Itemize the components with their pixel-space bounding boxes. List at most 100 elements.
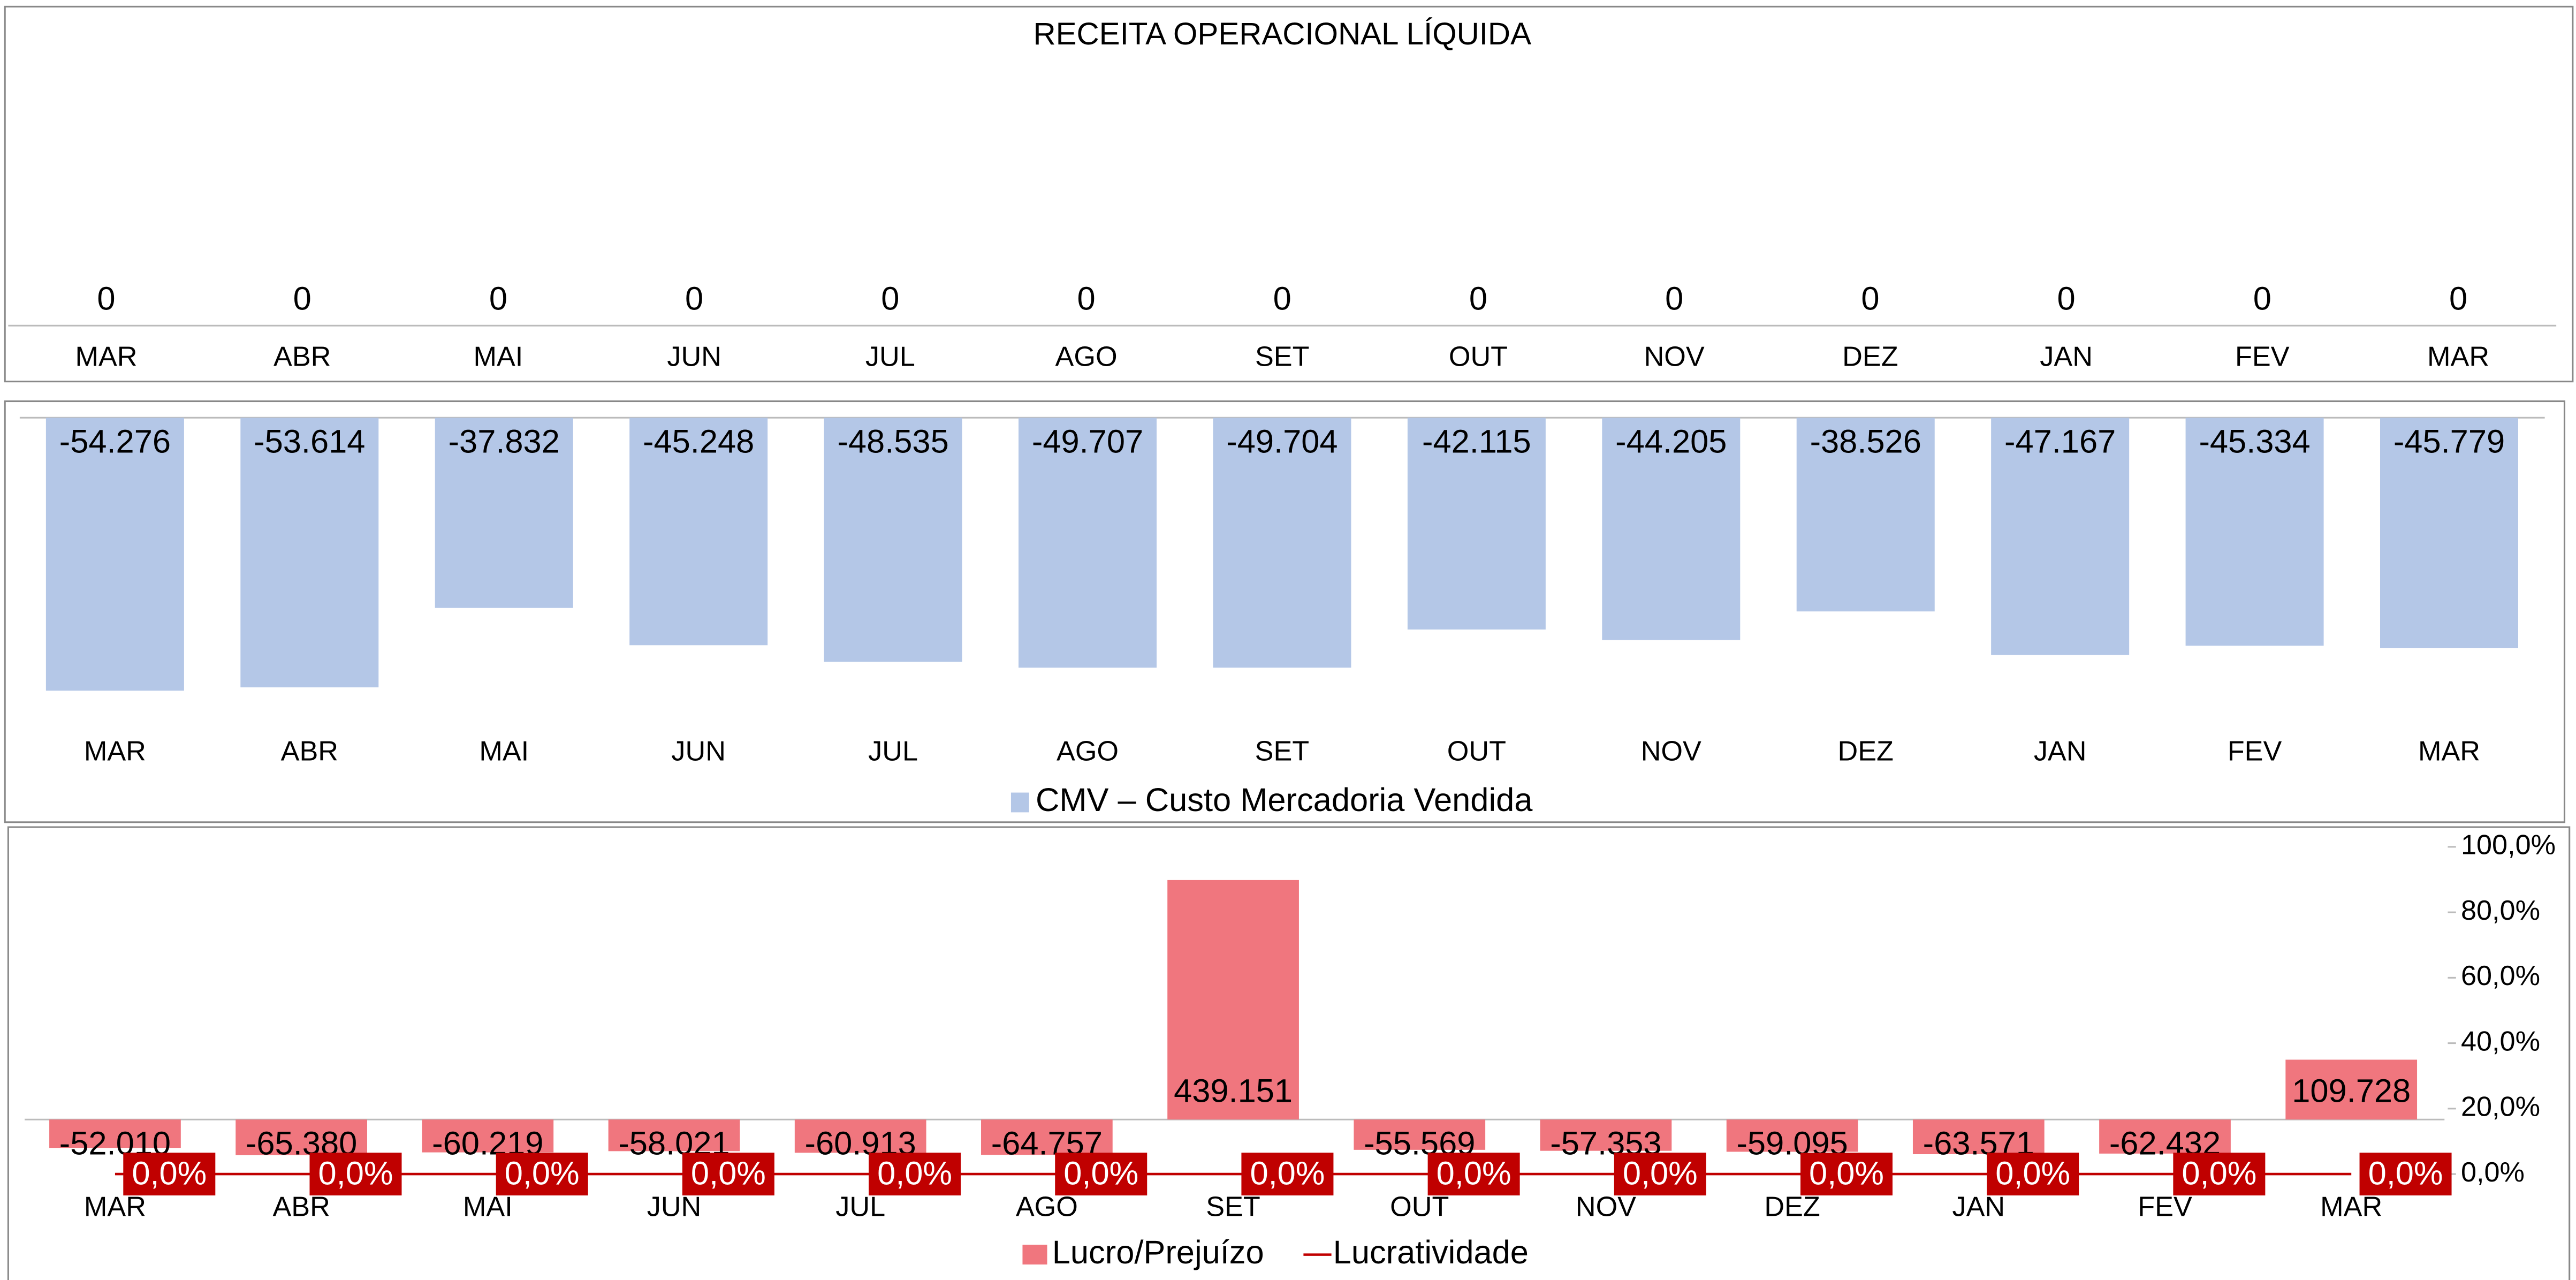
- value-label: 109.728: [2292, 1072, 2411, 1109]
- x-tick-label: MAI: [463, 1191, 513, 1222]
- x-tick-label: NOV: [1576, 1191, 1636, 1222]
- x-tick-label: JUL: [868, 736, 918, 767]
- value-label: 0: [685, 280, 703, 317]
- x-tick-label: OUT: [1447, 736, 1506, 767]
- value-label: -38.526: [1810, 423, 1921, 460]
- y2-tick-label: 20,0%: [2461, 1092, 2540, 1123]
- value-label: 0: [1861, 280, 1879, 317]
- x-tick-label: FEV: [2235, 341, 2290, 372]
- y2-tick-label: 40,0%: [2461, 1026, 2540, 1057]
- value-label: 0: [1665, 280, 1683, 317]
- x-tick-label: JAN: [2034, 736, 2087, 767]
- bar: [1167, 880, 1299, 1120]
- value-label: 0: [1077, 280, 1095, 317]
- value-label: 0,0%: [132, 1155, 207, 1192]
- x-tick-label: AGO: [1057, 736, 1119, 767]
- x-tick-label: MAR: [2320, 1191, 2382, 1222]
- value-label: 0,0%: [877, 1155, 952, 1192]
- bar: [1354, 1119, 1486, 1150]
- x-tick-label: MAI: [473, 341, 523, 372]
- value-label: 0,0%: [1250, 1155, 1325, 1192]
- x-tick-label: OUT: [1449, 341, 1508, 372]
- bar: [1019, 418, 1157, 668]
- value-label-box: [1427, 1153, 1520, 1196]
- bar: [2380, 418, 2519, 648]
- value-label-box: [2173, 1153, 2266, 1196]
- bar: [45, 418, 184, 691]
- value-label: -47.167: [2004, 423, 2116, 460]
- x-tick-label: JUN: [667, 341, 721, 372]
- value-label: 0,0%: [505, 1155, 580, 1192]
- bar: [2185, 418, 2324, 646]
- value-label: 0: [1469, 280, 1487, 317]
- value-label: -54.276: [59, 423, 171, 460]
- value-label: 0: [2253, 280, 2271, 317]
- value-label: -37.832: [449, 423, 560, 460]
- value-label: 0,0%: [691, 1155, 766, 1192]
- legend-label: Lucro/Prejuízo: [1052, 1234, 1264, 1271]
- value-label: 0: [1273, 280, 1291, 317]
- bar: [422, 1119, 554, 1153]
- x-tick-label: SET: [1255, 736, 1310, 767]
- value-label: 0,0%: [1063, 1155, 1138, 1192]
- bar: [1602, 418, 1741, 640]
- value-label-box: [123, 1153, 216, 1196]
- x-tick-label: NOV: [1641, 736, 1701, 767]
- value-label: 0: [489, 280, 507, 317]
- value-label: 0: [2057, 280, 2076, 317]
- bar: [1213, 418, 1351, 668]
- x-tick-label: DEZ: [1764, 1191, 1820, 1222]
- legend-swatch: [1022, 1245, 1047, 1265]
- x-tick-label: FEV: [2138, 1191, 2192, 1222]
- bar: [1540, 1119, 1672, 1151]
- x-tick-label: MAR: [84, 1191, 146, 1222]
- y2-tick-label: 100,0%: [2461, 830, 2556, 861]
- bar: [435, 418, 573, 608]
- bar: [1407, 418, 1546, 630]
- x-tick-label: ABR: [281, 736, 338, 767]
- x-tick-label: DEZ: [1838, 736, 1894, 767]
- value-label: -53.614: [254, 423, 365, 460]
- x-tick-label: ABR: [272, 1191, 330, 1222]
- x-tick-label: OUT: [1390, 1191, 1449, 1222]
- panel: [7, 826, 2571, 1280]
- bar: [1991, 418, 2130, 655]
- legend-swatch: [1010, 792, 1029, 813]
- value-label: 0: [881, 280, 899, 317]
- value-label: 0,0%: [2182, 1155, 2256, 1192]
- legend-label: CMV – Custo Mercadoria Vendida: [1036, 782, 1533, 819]
- value-label: 0,0%: [1437, 1155, 1511, 1192]
- value-label-box: [1800, 1153, 1893, 1196]
- value-label: 0: [97, 280, 115, 317]
- bar: [1796, 418, 1935, 612]
- bar: [1912, 1119, 2045, 1155]
- x-tick-label: SET: [1206, 1191, 1260, 1222]
- bar: [2285, 1059, 2418, 1120]
- x-tick-label: JUL: [835, 1191, 885, 1222]
- value-label-box: [2359, 1153, 2452, 1196]
- x-tick-label: DEZ: [1842, 341, 1898, 372]
- value-label-box: [682, 1153, 774, 1196]
- x-tick-label: JUL: [865, 341, 915, 372]
- panel: [4, 5, 2574, 383]
- y2-tick-label: 60,0%: [2461, 960, 2540, 991]
- bar: [794, 1119, 926, 1153]
- value-label: 0,0%: [318, 1155, 393, 1192]
- x-tick-label: JUN: [647, 1191, 702, 1222]
- panel: [4, 400, 2566, 823]
- x-tick-label: JAN: [1952, 1191, 2005, 1222]
- x-tick-label: JUN: [671, 736, 726, 767]
- value-label-box: [309, 1153, 402, 1196]
- value-label: 0,0%: [2368, 1155, 2443, 1192]
- bar: [608, 1119, 740, 1152]
- value-label: 439.151: [1174, 1072, 1293, 1109]
- value-label-box: [496, 1153, 588, 1196]
- value-label: 0,0%: [1809, 1155, 1884, 1192]
- x-tick-label: MAR: [2427, 341, 2489, 372]
- x-tick-label: MAR: [75, 341, 137, 372]
- value-label: 0,0%: [1623, 1155, 1698, 1192]
- value-label: 0,0%: [1995, 1155, 2070, 1192]
- bar: [629, 418, 768, 646]
